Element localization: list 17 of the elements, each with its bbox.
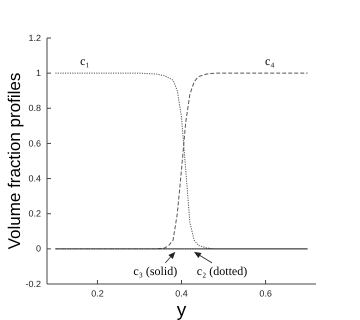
- y-tick-label: 0.4: [28, 173, 41, 184]
- y-axis-title: Volume fraction profiles: [5, 72, 24, 250]
- y-tick-label: 0.6: [28, 138, 41, 148]
- y-tick-label: 0: [36, 244, 41, 254]
- annotation: c₃ (solid): [133, 264, 178, 278]
- y-tick-label: 1: [36, 68, 41, 78]
- x-tick-label: 0.4: [175, 288, 188, 298]
- x-axis-title: y: [176, 300, 187, 320]
- x-tick-label: 0.2: [91, 288, 104, 298]
- y-tick-label: 0.2: [28, 208, 41, 219]
- x-tick-label: 0.6: [259, 288, 272, 298]
- series-label: c₁: [80, 54, 90, 68]
- y-tick-label: 0.8: [28, 103, 41, 114]
- y-tick-label: -0.2: [25, 278, 41, 289]
- annotation: c₂ (dotted): [196, 264, 248, 278]
- y-tick-label: 1.2: [28, 32, 41, 43]
- series-label: c₄: [265, 54, 275, 68]
